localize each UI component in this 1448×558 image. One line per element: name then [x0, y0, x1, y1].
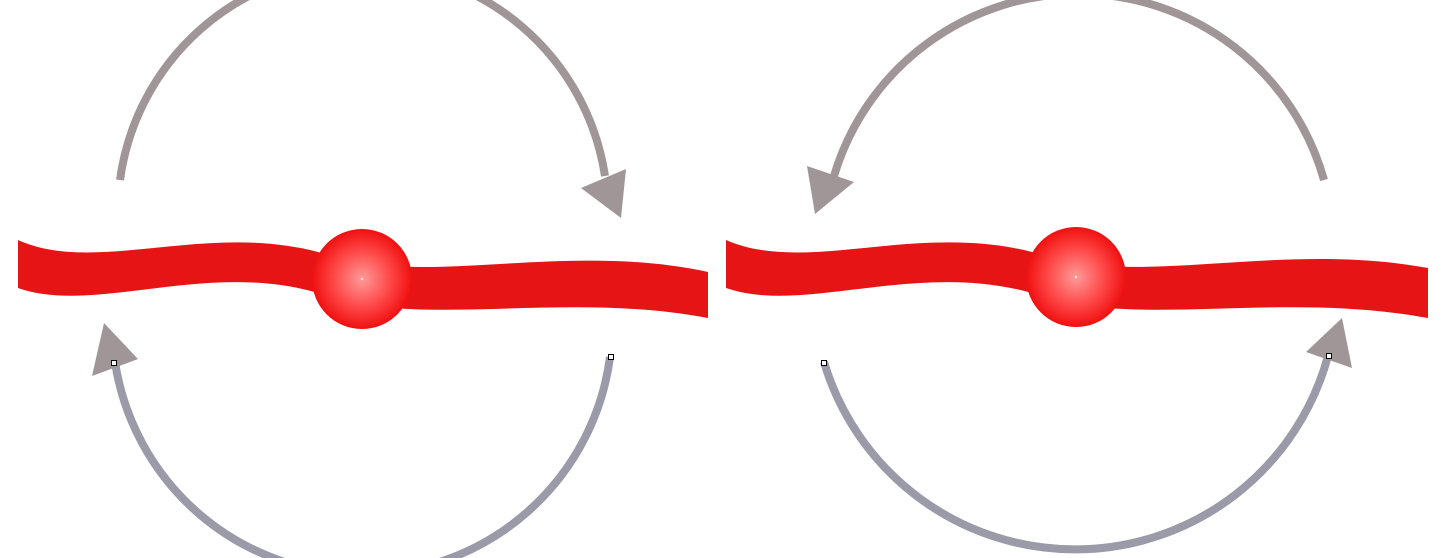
upper-arrowhead-left [581, 169, 626, 218]
diagram-left [18, 0, 708, 558]
lower-arrow-arc-right [820, 354, 1332, 554]
upper-arrow-arc-left [116, 0, 609, 181]
handle-right-lower-end[interactable] [1326, 353, 1332, 359]
ball-center-dot-left [361, 278, 363, 280]
handle-left-lower-end[interactable] [111, 360, 117, 366]
ball-center-dot-right [1075, 276, 1077, 278]
upper-arrowhead-right [807, 166, 854, 214]
lower-arrow-arc-left [111, 356, 614, 558]
lower-arrowhead-right [1306, 318, 1352, 368]
handle-right-lower-start[interactable] [821, 360, 827, 366]
handle-left-lower-start[interactable] [608, 354, 614, 360]
diagram-right [726, 0, 1428, 554]
lower-arrowhead-left [92, 323, 138, 376]
upper-arrow-arc-right [830, 0, 1328, 182]
